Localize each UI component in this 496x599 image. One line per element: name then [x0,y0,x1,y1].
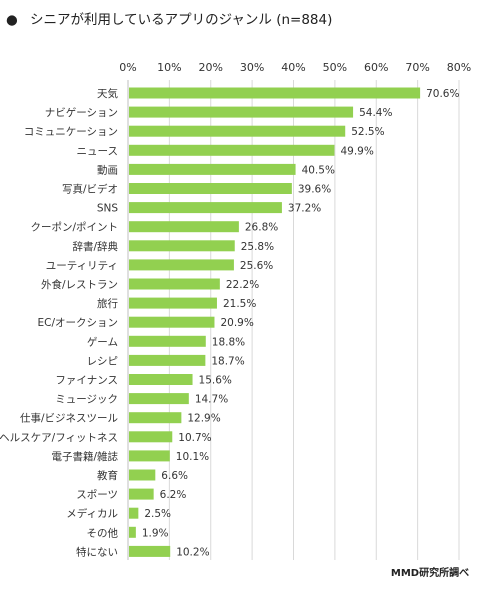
bar [129,163,296,175]
category-label: 教育 [97,469,118,482]
category-label: スポーツ [76,489,118,501]
category-label: ファイナンス [55,375,118,387]
bar [129,450,170,462]
category-label: EC/オークション [37,317,118,329]
bar [129,431,173,443]
value-label: 1.9% [142,527,169,539]
title-bullet: ● [6,12,18,28]
bar [129,106,354,118]
bar [129,240,235,252]
bar [129,393,189,405]
bar [129,507,139,519]
value-label: 39.6% [298,184,331,196]
value-label: 10.7% [178,432,211,444]
value-label: 10.1% [176,451,209,463]
category-label: 天気 [97,87,118,100]
category-label: ユーティリティ [46,260,118,272]
category-label: ミュージック [55,394,118,406]
x-tick-label: 80% [447,61,471,74]
value-label: 10.2% [176,546,209,558]
value-label: 26.8% [245,222,278,234]
grid-lines [168,80,460,560]
category-label: 旅行 [97,297,118,310]
value-label: 6.6% [161,470,188,482]
value-labels: 70.6% 54.4% 52.5% 49.9% 40.5% 39.6% 37.2% 26.8%… [142,88,460,558]
value-label: 22.2% [226,279,259,291]
value-label: 2.5% [144,508,171,520]
bar [129,259,234,271]
x-tick-label: 40% [281,61,305,74]
value-label: 25.8% [241,241,274,253]
value-label: 20.9% [220,317,253,329]
x-axis-tick-labels: 0% 10% 20% 30% 40% 50% 60% 70% 80% [119,61,471,74]
x-tick-label: 20% [199,61,223,74]
bar [129,297,217,309]
value-label: 14.7% [195,394,228,406]
category-label: 外食/レストラン [41,278,118,291]
x-tick-label: 70% [405,61,429,74]
x-tick-label: 30% [240,61,264,74]
category-label: ヘルスケア/フィットネス [0,432,118,444]
value-label: 70.6% [426,88,459,100]
value-label: 52.5% [351,126,384,138]
category-label: 辞書/辞典 [72,240,118,253]
x-tick-label: 50% [323,61,347,74]
value-label: 15.6% [199,375,232,387]
value-label: 18.8% [212,336,245,348]
value-label: 54.4% [359,107,392,119]
category-label: クーポン/ポイント [30,222,118,234]
bar [129,202,282,214]
bars [129,87,421,557]
bar [129,412,182,424]
category-label: その他 [87,526,119,539]
value-label: 49.9% [340,145,373,157]
value-label: 6.2% [160,489,187,501]
bar [129,354,206,366]
category-label: 仕事/ビジネスツール [20,412,118,425]
bar [129,488,154,500]
category-label: ニュース [77,145,118,157]
category-label: 特にない [76,546,118,558]
value-label: 12.9% [187,413,220,425]
bar [129,335,206,347]
category-label: 電子書籍/雑誌 [51,450,118,463]
category-label: ナビゲーション [45,107,118,119]
bar [129,87,421,99]
value-label: 21.5% [223,298,256,310]
x-tick-label: 60% [364,61,388,74]
value-label: 18.7% [211,355,244,367]
category-label: ゲーム [87,336,118,348]
bar [129,125,346,137]
category-label: レシピ [87,355,119,367]
category-label: 動画 [97,163,118,176]
value-label: 37.2% [288,203,321,215]
category-label: コミュニケーション [24,126,118,138]
bar [129,183,292,194]
bar [129,469,156,481]
bar [129,374,193,385]
category-label: SNS [97,203,119,215]
x-tick-label: 0% [119,61,136,74]
source-note: MMD研究所調べ [391,566,469,579]
bar [129,316,215,328]
category-label: 写真/ビデオ [62,183,118,196]
x-tick-label: 10% [157,61,181,74]
bar [129,545,171,557]
value-label: 40.5% [302,164,335,176]
bar [129,144,335,156]
bar [129,278,220,290]
bar [129,526,136,538]
category-label: メディカル [66,507,118,520]
bar [129,221,239,233]
chart-title: シニアが利用しているアプリのジャンル (n=884) [30,12,332,28]
value-label: 25.6% [240,260,273,272]
